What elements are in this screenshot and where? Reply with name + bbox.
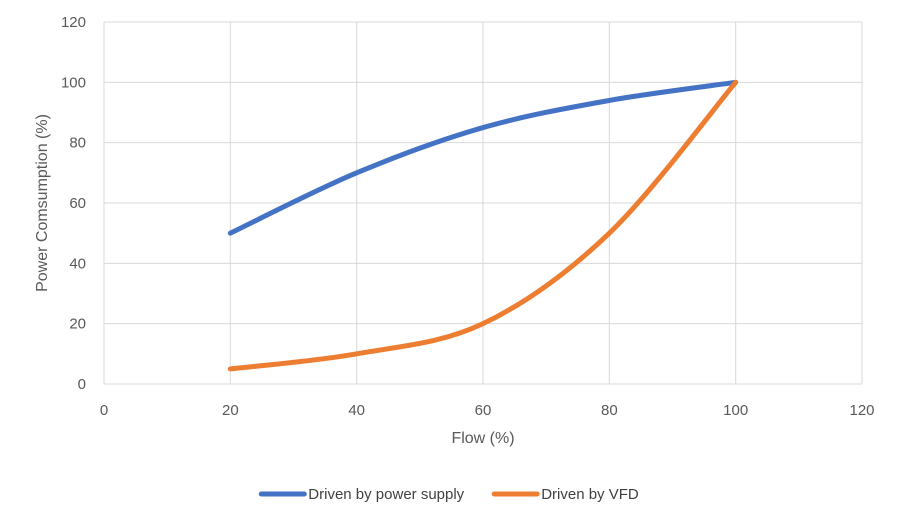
y-tick-label: 60	[69, 195, 86, 212]
series-lines	[227, 79, 739, 372]
x-tick-label: 120	[849, 402, 874, 419]
legend-item-1: Driven by power supply	[258, 486, 465, 503]
y-tick-label: 0	[78, 376, 86, 393]
legend: Driven by power supply Driven by VFD	[258, 486, 639, 503]
x-tick-label: 0	[100, 402, 108, 419]
y-axis-title: Power Comsumption (%)	[34, 114, 51, 292]
legend-label: Driven by power supply	[308, 486, 464, 503]
x-tick-label: 20	[222, 402, 239, 419]
y-tick-label: 20	[69, 316, 86, 333]
x-axis-title: Flow (%)	[451, 430, 514, 447]
y-tick-label: 80	[69, 135, 86, 152]
x-tick-label: 40	[348, 402, 365, 419]
y-tick-label: 40	[69, 255, 86, 272]
series-line-2	[227, 79, 739, 372]
x-tick-label: 100	[723, 402, 748, 419]
y-tick-label: 120	[61, 14, 86, 31]
series-line-1	[227, 79, 739, 236]
x-tick-label: 80	[601, 402, 618, 419]
gridlines	[103, 21, 863, 385]
y-tick-label: 100	[61, 74, 86, 91]
legend-label: Driven by VFD	[541, 486, 639, 503]
x-tick-label: 60	[475, 402, 492, 419]
legend-item-2: Driven by VFD	[491, 486, 639, 503]
tick-labels: 0 20 40 60 80 100 120 0 20 40 60 80 100 120	[61, 14, 875, 419]
